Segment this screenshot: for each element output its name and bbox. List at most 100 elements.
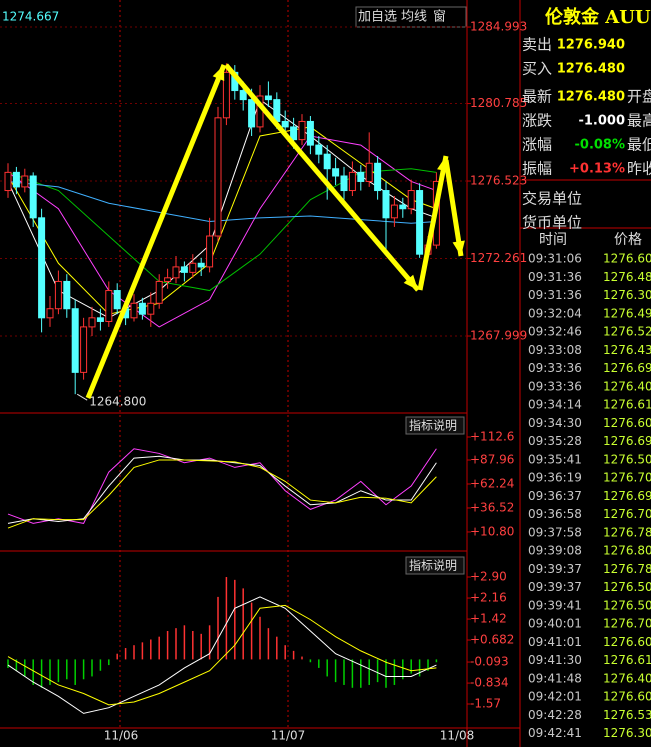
candle-body [46,308,54,319]
trade-price: 1276.610 [603,398,651,412]
candle-body [290,126,298,141]
indicator-button[interactable] [405,416,465,435]
candle-body [180,266,188,273]
trade-time: 09:36:37 [528,489,582,503]
indicator-button[interactable] [405,556,465,575]
candle-body [214,117,222,237]
quote-label: 货币单位 [522,214,582,232]
candle-body [340,175,348,192]
y-tick-label: 1284.993 [470,20,527,34]
trade-time: 09:34:14 [528,398,582,412]
candle-body [222,71,230,119]
trade-time: 09:31:06 [528,252,582,266]
toolbar-button[interactable]: 均线 [401,10,427,25]
toolbar-button[interactable]: 窗 [433,9,446,25]
toolbar-button[interactable]: 加自选 [358,10,397,25]
indicator-line [7,604,437,706]
candle-body [12,171,20,188]
trade-time: 09:42:41 [528,726,582,740]
trade-time: 09:33:36 [528,379,582,393]
trade-price: 1276.700 [603,507,651,521]
y-tick-label: -1.57 [470,696,501,710]
trade-price: 1276.690 [603,361,651,375]
candle-body [4,171,12,192]
indicator-title[interactable]: 指标说明 [409,558,457,573]
candle-body [239,90,247,101]
candle-body [357,171,365,182]
trade-time: 09:39:37 [528,580,582,594]
quote-label: 卖出 [522,36,552,54]
quote-label: 涨跌 [522,112,552,130]
quote-value: 1276.480 [557,90,625,105]
y-tick-label: +0.682 [470,633,514,647]
trade-time: 09:42:01 [528,690,582,704]
candle-body [365,162,373,182]
y-tick-label: +36.52 [470,500,514,514]
candle-body [63,280,71,310]
indicator-line [7,126,437,315]
arrow-shaft [85,64,227,399]
trade-price: 1276.600 [603,635,651,649]
trade-time: 09:40:01 [528,617,582,631]
x-tick-label: 11/06 [104,729,139,743]
trade-price: 1276.490 [603,306,651,320]
candle-body [138,302,146,315]
trade-price: 1276.400 [603,379,651,393]
trade-price: 1276.610 [603,653,651,667]
quote-label: 买入 [522,60,552,78]
trade-time: 09:41:30 [528,653,582,667]
trade-price: 1276.780 [603,525,651,539]
indicator-line [7,455,437,524]
y-tick-label: +2.16 [470,591,507,605]
trade-price: 1276.430 [603,343,651,357]
y-tick-label: 1280.785 [470,96,527,110]
indicator-line [7,448,437,524]
indicator-line [7,180,437,224]
candle-body [54,280,62,310]
trade-time: 09:33:08 [528,343,582,357]
candle-body [323,153,331,170]
candle-body [273,99,281,122]
trade-time: 09:37:58 [528,525,582,539]
trade-time: 09:39:37 [528,562,582,576]
indicator-line [7,596,437,714]
indicator-title[interactable]: 指标说明 [409,418,457,433]
trade-price: 1276.690 [603,489,651,503]
trade-price: 1276.700 [603,471,651,485]
arrow-shaft [417,155,449,291]
quote-label: 交易单位 [522,190,582,208]
trade-price: 1276.520 [603,325,651,339]
y-tick-label: -0.093 [470,655,509,669]
indicator-line [7,98,437,319]
y-tick-label: 1276.523 [470,174,527,188]
trade-time: 09:39:08 [528,544,582,558]
arrow-head [212,65,225,81]
quote-label: 振幅 [522,160,552,178]
candle-body [390,204,398,219]
trade-time: 09:32:04 [528,306,582,320]
y-tick-label: +87.96 [470,452,514,466]
quote-label: 最低 [627,136,651,154]
x-tick-label: 11/07 [271,729,306,743]
trade-time: 09:41:48 [528,671,582,685]
trade-price: 1276.600 [603,416,651,430]
trade-time: 09:42:28 [528,708,582,722]
quote-label: 昨收 [627,160,651,178]
quote-label: 最高 [627,112,651,130]
candle-body [315,144,323,155]
quote-value: -1.000 [578,114,625,129]
candle-body [206,235,214,268]
y-tick-label: 1272.261 [470,251,527,265]
arrow-shaft [224,63,420,292]
trade-price: 1276.400 [603,671,651,685]
indicator-line [7,459,437,529]
quote-value: +0.13% [569,162,625,177]
trade-time: 09:36:58 [528,507,582,521]
trade-price: 1276.530 [603,708,651,722]
candle-body [71,308,79,373]
indicator-line [7,135,437,328]
y-tick-label: -0.834 [470,676,509,690]
indicator-line [7,168,437,292]
trade-time: 09:34:30 [528,416,582,430]
y-tick-label: +1.42 [470,612,507,626]
